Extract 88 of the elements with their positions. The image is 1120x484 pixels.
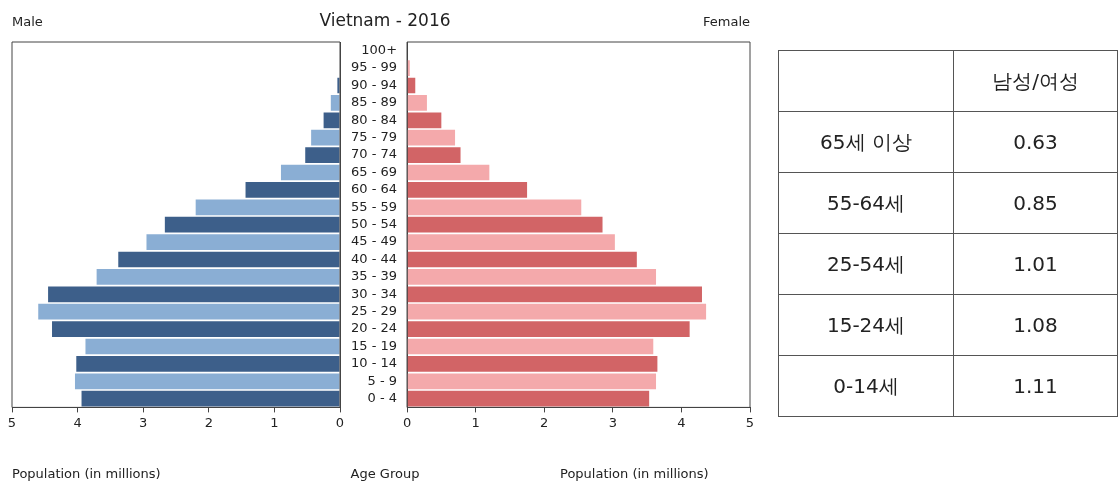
y-tick-label: 70 - 74 [350,146,398,162]
category-label: 0-14세 [778,355,954,417]
bar [407,269,657,285]
bar [407,129,456,146]
x-tick-label: 3 [608,414,617,430]
text: Female [702,14,750,29]
bar [407,216,603,233]
bar [407,321,690,337]
x-axis-title: Population (in millions) [560,466,709,481]
bar [407,251,637,268]
bar [74,373,340,390]
bar [407,303,707,320]
y-tick-label: 5 - 9 [367,372,398,388]
y-tick-label: 40 - 44 [350,250,398,266]
data-label: 1.01 [953,233,1118,295]
bar [407,234,615,250]
bar [407,286,702,303]
bar [38,303,340,320]
bar [96,269,340,285]
bar [407,199,582,216]
data-label: 0.63 [953,111,1118,173]
y-axis-title: Age Group [349,466,421,481]
x-tick-label: 2 [204,414,213,430]
bar [407,95,427,111]
data-label: 1.11 [953,355,1118,417]
bar [407,60,410,76]
x-tick-label: 3 [139,414,148,430]
category-label: 65세 이상 [778,111,954,173]
bar [85,338,340,355]
bar [305,147,340,163]
y-tick-label: 10 - 14 [350,355,398,371]
y-tick-label: 85 - 89 [350,94,398,110]
bar [407,373,657,390]
bar [245,182,340,198]
bar [407,147,461,163]
category-label: 25-54세 [778,233,954,295]
bar [330,95,340,111]
x-axis-title: Population (in millions) [12,466,161,481]
bar [407,182,528,198]
bar [52,321,340,337]
y-tick-label: 35 - 39 [350,268,398,284]
x-tick-label: 0 [402,414,412,430]
bar [407,338,654,355]
y-tick-label: 45 - 49 [350,233,398,249]
y-tick-label: 0 - 4 [367,390,398,406]
bar [76,356,340,372]
bar [407,164,490,181]
y-tick-label: 65 - 69 [350,163,398,179]
bar [118,251,340,268]
y-tick-label: 60 - 64 [350,181,398,197]
x-tick-label: 2 [540,414,549,430]
text: Vietnam - 2016 [318,10,452,30]
x-tick-label: 1 [270,414,279,430]
y-tick-label: 100+ [361,42,398,58]
bar [164,216,340,233]
category-label: 55-64세 [778,172,954,234]
data-label: 0.85 [953,172,1118,234]
bar [407,112,442,129]
x-tick-label: 5 [7,414,17,430]
bar [195,199,340,216]
data-label: 1.08 [953,294,1118,356]
text: 남성/여성 [953,50,1118,112]
x-tick-label: 4 [677,414,686,430]
y-tick-label: 20 - 24 [350,320,398,336]
bar [407,390,650,407]
bar [48,286,340,303]
x-tick-label: 4 [73,414,82,430]
bar [407,356,658,372]
category-label: 15-24세 [778,294,954,356]
x-tick-label: 5 [745,414,755,430]
y-tick-label: 15 - 19 [350,337,398,353]
bar [311,129,340,146]
bar [81,390,340,407]
y-tick-label: 80 - 84 [350,111,398,127]
x-tick-label: 0 [335,414,345,430]
y-tick-label: 30 - 34 [350,285,398,301]
bar [146,234,340,250]
y-tick-label: 25 - 29 [350,303,398,319]
bar [337,77,340,94]
y-tick-label: 75 - 79 [350,129,398,145]
text: Male [12,14,43,29]
y-tick-label: 50 - 54 [350,216,398,232]
x-tick-label: 1 [471,414,480,430]
bar [280,164,340,181]
y-tick-label: 95 - 99 [350,59,398,75]
bar [323,112,340,129]
y-tick-label: 90 - 94 [350,76,398,92]
y-tick-label: 55 - 59 [350,198,398,214]
